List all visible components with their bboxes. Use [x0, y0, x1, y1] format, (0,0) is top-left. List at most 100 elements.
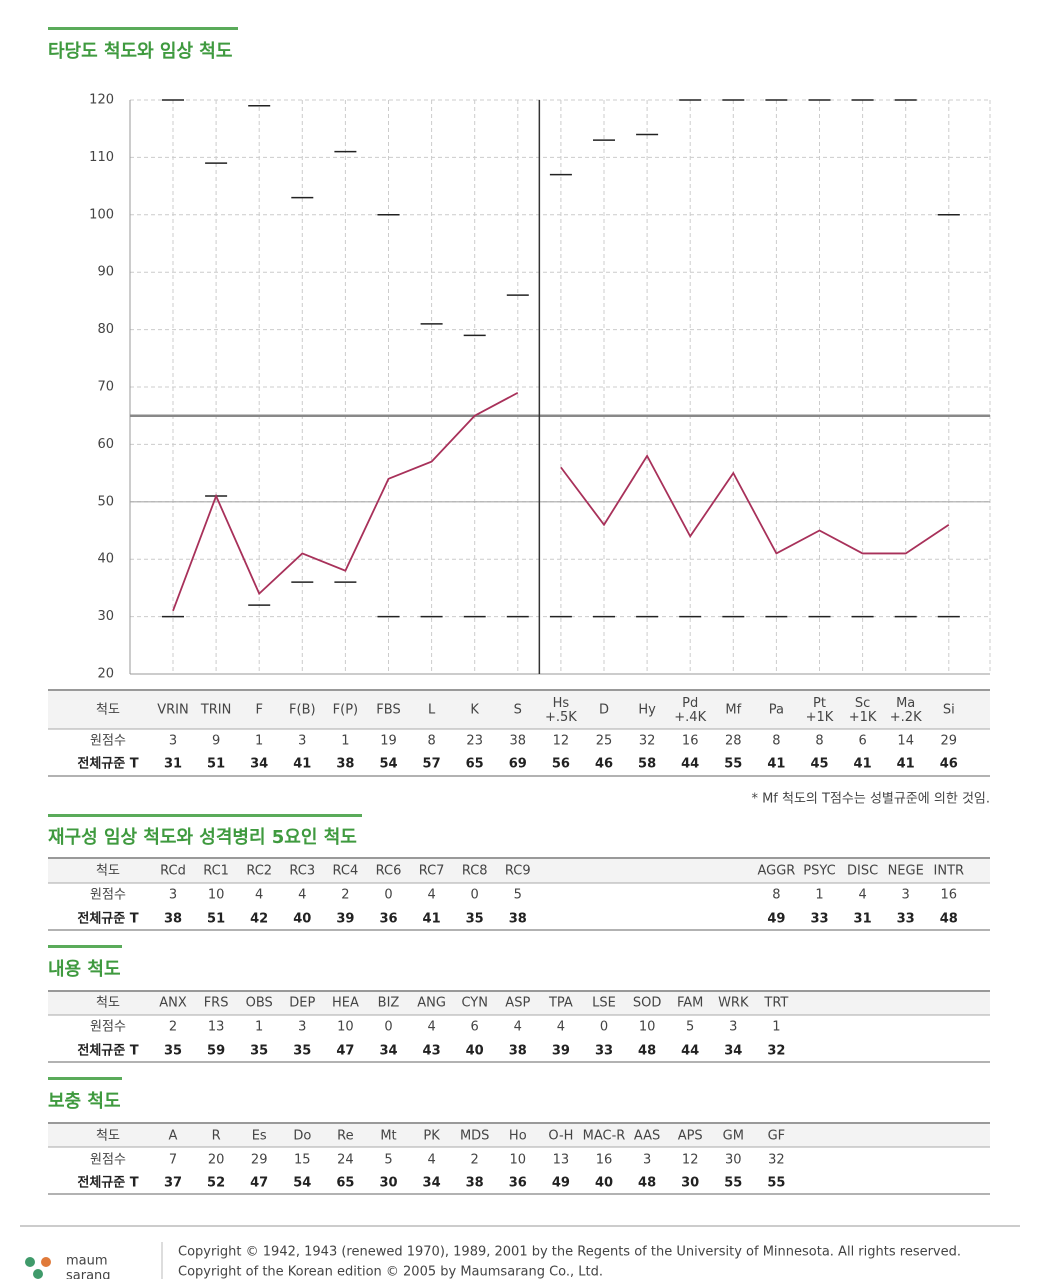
raw-score: 8: [772, 888, 780, 903]
t-score: 40: [595, 1176, 613, 1191]
t-score: 42: [250, 912, 268, 927]
scale-name: FBS: [376, 703, 400, 718]
raw-score: 12: [682, 1153, 699, 1168]
raw-score: 5: [686, 1020, 694, 1035]
raw-score: 2: [341, 888, 349, 903]
scale-name: A: [169, 1129, 178, 1144]
t-score: 38: [509, 1044, 527, 1059]
note: * Mf 척도의 T점수는 성별규준에 의한 것임.: [751, 792, 990, 807]
raw-score: 1: [255, 734, 263, 749]
scale-name: DEP: [289, 996, 315, 1011]
row-label: 원점수: [90, 734, 126, 749]
scale-name: ANX: [159, 996, 187, 1011]
t-score: 65: [466, 757, 484, 772]
t-score: 43: [423, 1044, 441, 1059]
row-label: 전체규준 T: [77, 756, 138, 772]
raw-score: 3: [169, 734, 177, 749]
scale-name: GF: [768, 1129, 786, 1144]
t-score: 49: [552, 1176, 570, 1191]
logo-icon: [25, 1257, 51, 1279]
scale-name: F: [255, 703, 262, 718]
t-score: 33: [595, 1044, 613, 1059]
raw-score: 3: [902, 888, 910, 903]
y-tick-label: 120: [89, 93, 114, 108]
section-title: 재구성 임상 척도와 성격병리 5요인 척도: [48, 827, 357, 848]
row-label: 전체규준 T: [77, 1043, 138, 1059]
scale-name: PSYC: [803, 864, 835, 879]
t-score: 36: [509, 1176, 527, 1191]
row-label: 전체규준 T: [77, 1175, 138, 1191]
table-header-bg: [48, 1123, 990, 1147]
chart-title: 타당도 척도와 임상 척도: [48, 41, 232, 62]
title-bar: [48, 27, 238, 30]
t-score: 44: [681, 1044, 699, 1059]
row-label: 전체규준 T: [77, 911, 138, 927]
scale-name: MDS: [460, 1129, 489, 1144]
raw-score: 38: [510, 734, 527, 749]
raw-score: 32: [639, 734, 656, 749]
raw-score: 2: [169, 1020, 177, 1035]
logo-text: sarang: [66, 1269, 111, 1279]
t-score: 41: [423, 912, 441, 927]
t-score: 34: [423, 1176, 441, 1191]
t-score: 45: [810, 757, 828, 772]
scale-name: F(B): [289, 703, 316, 718]
raw-score: 7: [169, 1153, 177, 1168]
scale-name: Ma +.2K: [890, 696, 922, 725]
scale-name: NEGE: [888, 864, 924, 879]
table-header-bg: [48, 690, 990, 729]
scale-name: WRK: [718, 996, 749, 1011]
scale-name: RC1: [203, 864, 229, 879]
t-score: 55: [724, 1176, 742, 1191]
raw-score: 4: [557, 1020, 565, 1035]
scale-name: Hs +.5K: [545, 696, 577, 725]
raw-score: 6: [858, 734, 866, 749]
t-score: 59: [207, 1044, 225, 1059]
t-score: 52: [207, 1176, 225, 1191]
t-score: 54: [293, 1176, 311, 1191]
scale-name: TRIN: [200, 703, 232, 718]
raw-score: 28: [725, 734, 742, 749]
raw-score: 6: [471, 1020, 479, 1035]
section-title: 내용 척도: [48, 959, 121, 980]
raw-score: 8: [815, 734, 823, 749]
t-score: 49: [767, 912, 785, 927]
y-tick-label: 30: [97, 609, 114, 624]
scale-name: RC4: [333, 864, 359, 879]
raw-score: 4: [514, 1020, 522, 1035]
raw-score: 10: [337, 1020, 354, 1035]
scale-name: RC9: [505, 864, 531, 879]
scale-name: TRT: [763, 996, 788, 1011]
t-score: 33: [810, 912, 828, 927]
raw-score: 25: [596, 734, 613, 749]
t-score: 41: [854, 757, 872, 772]
profile-line: [172, 391, 519, 612]
raw-score: 12: [553, 734, 570, 749]
t-score: 33: [897, 912, 915, 927]
scale-name: Hy: [638, 703, 656, 718]
t-score: 34: [250, 757, 268, 772]
scale-name: Pd +.4K: [674, 696, 706, 725]
row-label: 원점수: [90, 1153, 126, 1168]
scale-name: DISC: [847, 864, 878, 879]
t-score: 47: [250, 1176, 268, 1191]
raw-score: 0: [384, 888, 392, 903]
scale-name: TPA: [548, 996, 573, 1011]
scale-name: FRS: [204, 996, 229, 1011]
row-label: 척도: [96, 703, 120, 718]
row-label: 척도: [96, 1129, 120, 1144]
raw-score: 2: [471, 1153, 479, 1168]
scale-name: Mt: [380, 1129, 396, 1144]
raw-score: 30: [725, 1153, 742, 1168]
t-score: 65: [336, 1176, 354, 1191]
scale-name: Si: [943, 703, 955, 718]
raw-score: 0: [384, 1020, 392, 1035]
t-score: 34: [724, 1044, 742, 1059]
raw-score: 8: [772, 734, 780, 749]
raw-score: 8: [427, 734, 435, 749]
t-score: 30: [681, 1176, 699, 1191]
t-score: 57: [423, 757, 441, 772]
t-score: 31: [854, 912, 872, 927]
t-score: 38: [466, 1176, 484, 1191]
y-tick-label: 110: [89, 150, 114, 165]
